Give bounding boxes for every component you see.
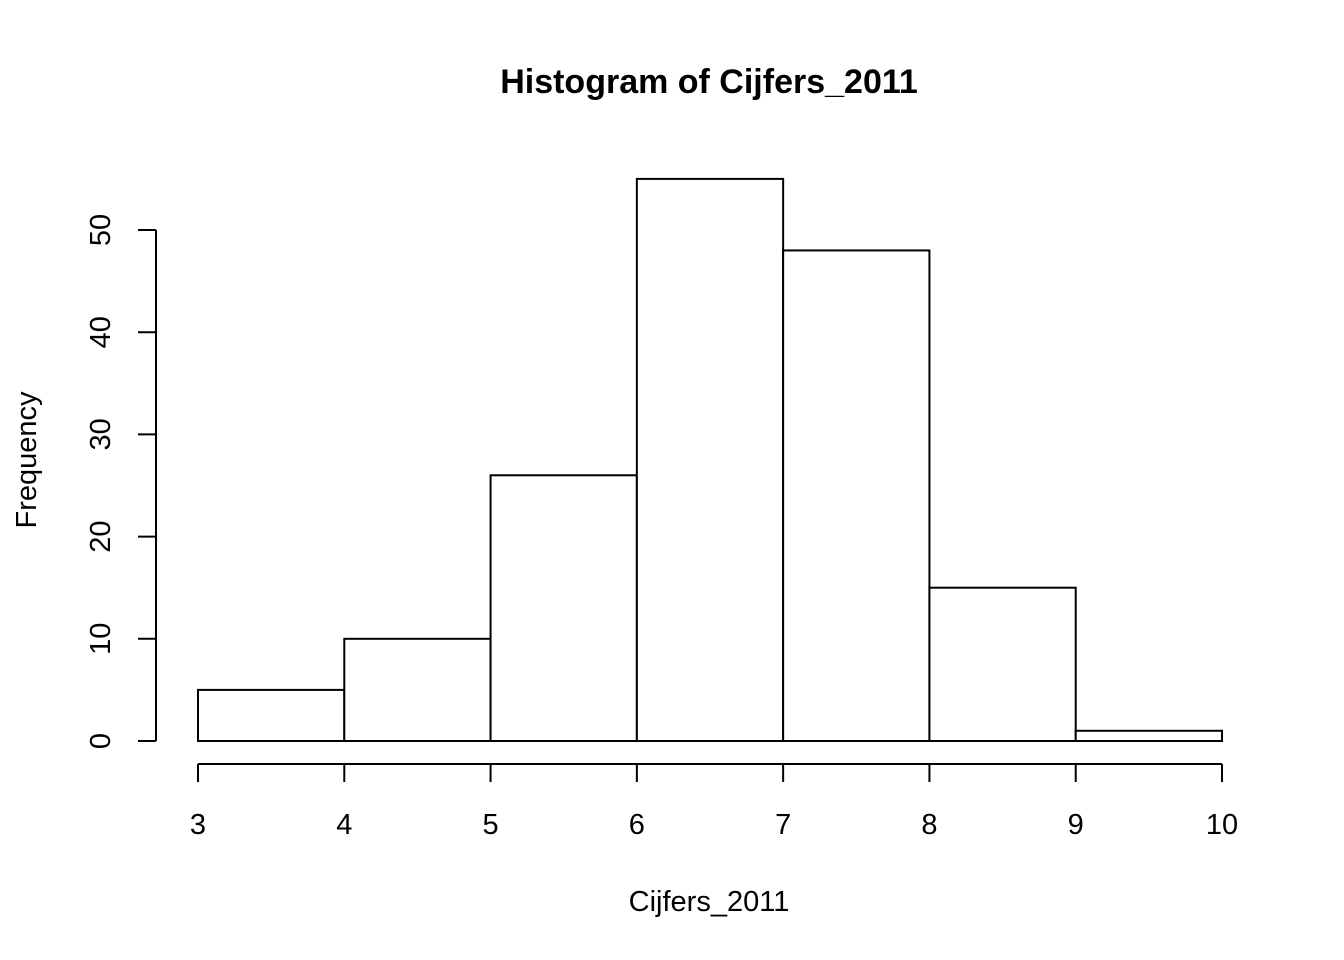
x-tick-label-4: 4 [336,809,352,841]
histogram-bar-4 [635,177,785,742]
bars-group [197,177,1223,743]
histogram-bar-1 [197,688,346,743]
y-tick-label-10: 10 [85,623,117,655]
x-tick-label-7: 7 [775,809,791,841]
y-tick-label-30: 30 [85,418,117,450]
x-tick-label-8: 8 [921,809,937,841]
y-axis: 0 10 20 30 40 50 [85,214,157,749]
histogram-bar-6 [928,586,1077,743]
histogram-bar-5 [782,249,931,742]
x-tick-label-6: 6 [629,809,645,841]
y-tick-label-50: 50 [85,214,117,246]
y-tick-label-20: 20 [85,520,117,552]
histogram-bar-3 [489,474,638,742]
x-tick-label-5: 5 [483,809,499,841]
x-axis: 3 4 5 6 7 8 9 10 [190,763,1238,841]
x-axis-label: Cijfers_2011 [629,886,790,918]
y-tick-label-0: 0 [85,733,117,749]
histogram-bar-2 [343,637,492,742]
chart-title: Histogram of Cijfers_2011 [500,63,918,101]
x-tick-label-3: 3 [190,809,206,841]
x-tick-label-10: 10 [1206,809,1238,841]
y-axis-label: Frequency [11,391,43,529]
x-tick-label-9: 9 [1068,809,1084,841]
y-tick-label-40: 40 [85,316,117,348]
histogram-bar-7 [1074,729,1223,743]
